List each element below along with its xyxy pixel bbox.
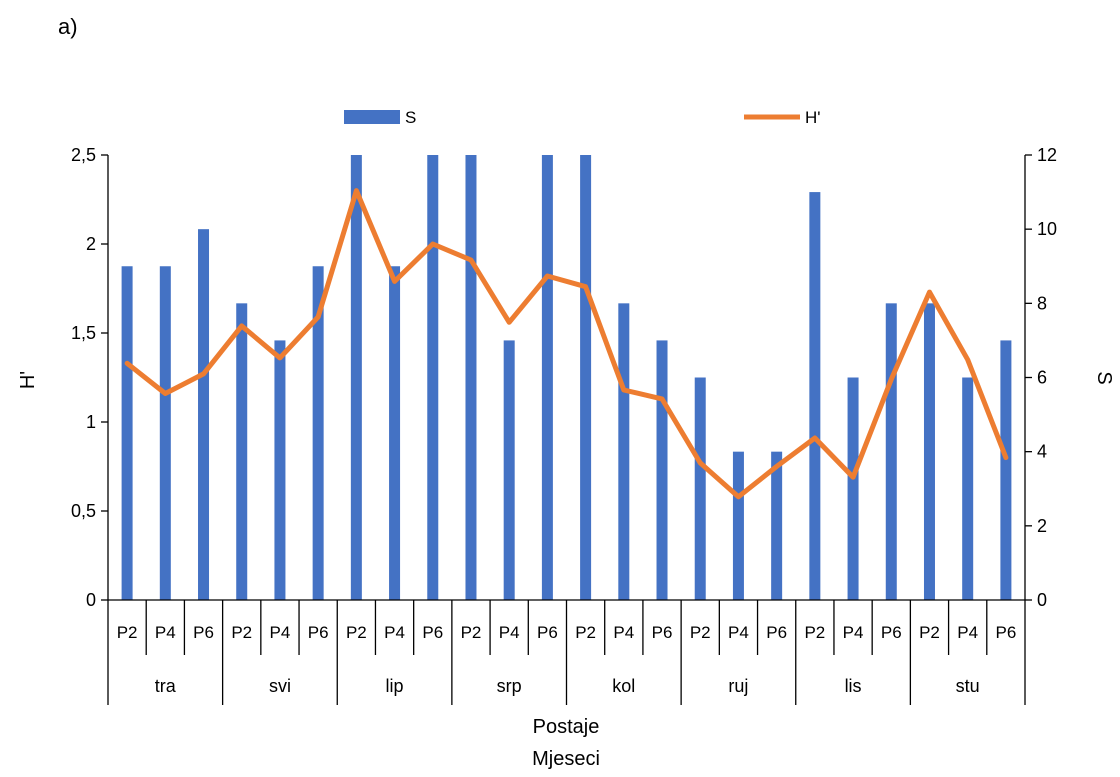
y-axis-right-label: S: [1093, 371, 1115, 384]
x-tick-label-month: stu: [956, 676, 980, 696]
line-series-h: [124, 188, 1009, 500]
x-tick-label-station: P6: [652, 623, 673, 642]
bar: [503, 340, 515, 600]
x-tick-label-month: lip: [386, 676, 404, 696]
bar: [389, 266, 401, 600]
bar: [427, 155, 439, 600]
bar-series-s: [121, 155, 1012, 601]
axes: 0 0,5 1 1,5 2 2,5 0 2 4 6 8 10 12 P2 P4 P6 P2 P4 P6 P2 P4 P6 P…: [71, 145, 1057, 705]
x-tick-label-station: P6: [537, 623, 558, 642]
x-tick-label-station: P4: [499, 623, 520, 642]
x-tick-label-station: P2: [690, 623, 711, 642]
bar: [274, 340, 286, 600]
bar: [312, 266, 324, 600]
y-right-tick-label: 0: [1037, 590, 1047, 610]
bar: [350, 155, 362, 600]
bar: [694, 377, 706, 600]
x-tick-label-station: P2: [575, 623, 596, 642]
x-tick-label-month: lis: [845, 676, 862, 696]
bar: [847, 377, 859, 600]
bar: [159, 266, 171, 600]
x-tick-label-station: P6: [193, 623, 214, 642]
bar: [198, 229, 210, 600]
legend-label-s: S: [405, 108, 416, 127]
y-left-tick-label: 0: [86, 590, 96, 610]
y-left-tick-label: 1,5: [71, 323, 96, 343]
x-tick-label-station: P4: [843, 623, 864, 642]
y-right-tick-label: 10: [1037, 219, 1057, 239]
legend: S H': [344, 108, 821, 127]
x-tick-label-station: P2: [804, 623, 825, 642]
y-right-tick-label: 4: [1037, 442, 1047, 462]
x-tick-label-station: P6: [995, 623, 1016, 642]
bar: [618, 303, 630, 600]
bar: [121, 266, 133, 600]
x-tick-label-station: P2: [919, 623, 940, 642]
x-tick-label-month: tra: [155, 676, 177, 696]
y-left-tick-label: 1: [86, 412, 96, 432]
x-tick-label-station: P4: [270, 623, 291, 642]
x-tick-label-station: P6: [308, 623, 329, 642]
x-tick-label-station: P2: [346, 623, 367, 642]
bar: [962, 377, 974, 600]
bar: [732, 451, 744, 600]
x-tick-label-month: ruj: [728, 676, 748, 696]
legend-swatch-s: [344, 110, 400, 124]
x-tick-label-station: P2: [461, 623, 482, 642]
x-tick-label-station: P6: [422, 623, 443, 642]
x-tick-label-month: srp: [497, 676, 522, 696]
x-tick-label-station: P4: [957, 623, 978, 642]
y-left-tick-label: 0,5: [71, 501, 96, 521]
bar: [236, 303, 248, 600]
y-left-tick-label: 2,5: [71, 145, 96, 165]
bar: [656, 340, 668, 600]
bar: [465, 155, 477, 600]
x-axis-label-stations: Postaje: [533, 716, 600, 738]
x-tick-label-month: kol: [612, 676, 635, 696]
bar: [809, 192, 821, 601]
x-tick-label-station: P2: [117, 623, 138, 642]
y-right-tick-label: 12: [1037, 145, 1057, 165]
bar: [1000, 340, 1012, 600]
x-tick-label-station: P2: [231, 623, 252, 642]
bar: [541, 155, 553, 600]
x-tick-label-month: svi: [269, 676, 291, 696]
y-axis-left-label: H': [17, 371, 39, 389]
legend-label-h: H': [805, 108, 821, 127]
x-tick-label-station: P6: [766, 623, 787, 642]
x-tick-label-station: P4: [613, 623, 634, 642]
panel-label: a): [58, 14, 78, 39]
x-tick-label-station: P6: [881, 623, 902, 642]
x-tick-label-station: P4: [384, 623, 405, 642]
y-right-tick-label: 6: [1037, 368, 1047, 388]
x-tick-label-station: P4: [728, 623, 749, 642]
bar: [885, 303, 897, 600]
x-axis-label-months: Mjeseci: [532, 748, 600, 770]
bar: [923, 303, 935, 600]
y-right-tick-label: 2: [1037, 516, 1047, 536]
y-left-tick-label: 2: [86, 234, 96, 254]
y-right-tick-label: 8: [1037, 293, 1047, 313]
bar: [771, 451, 783, 600]
bar: [580, 155, 592, 600]
series-line: [124, 188, 1009, 500]
x-tick-label-station: P4: [155, 623, 176, 642]
